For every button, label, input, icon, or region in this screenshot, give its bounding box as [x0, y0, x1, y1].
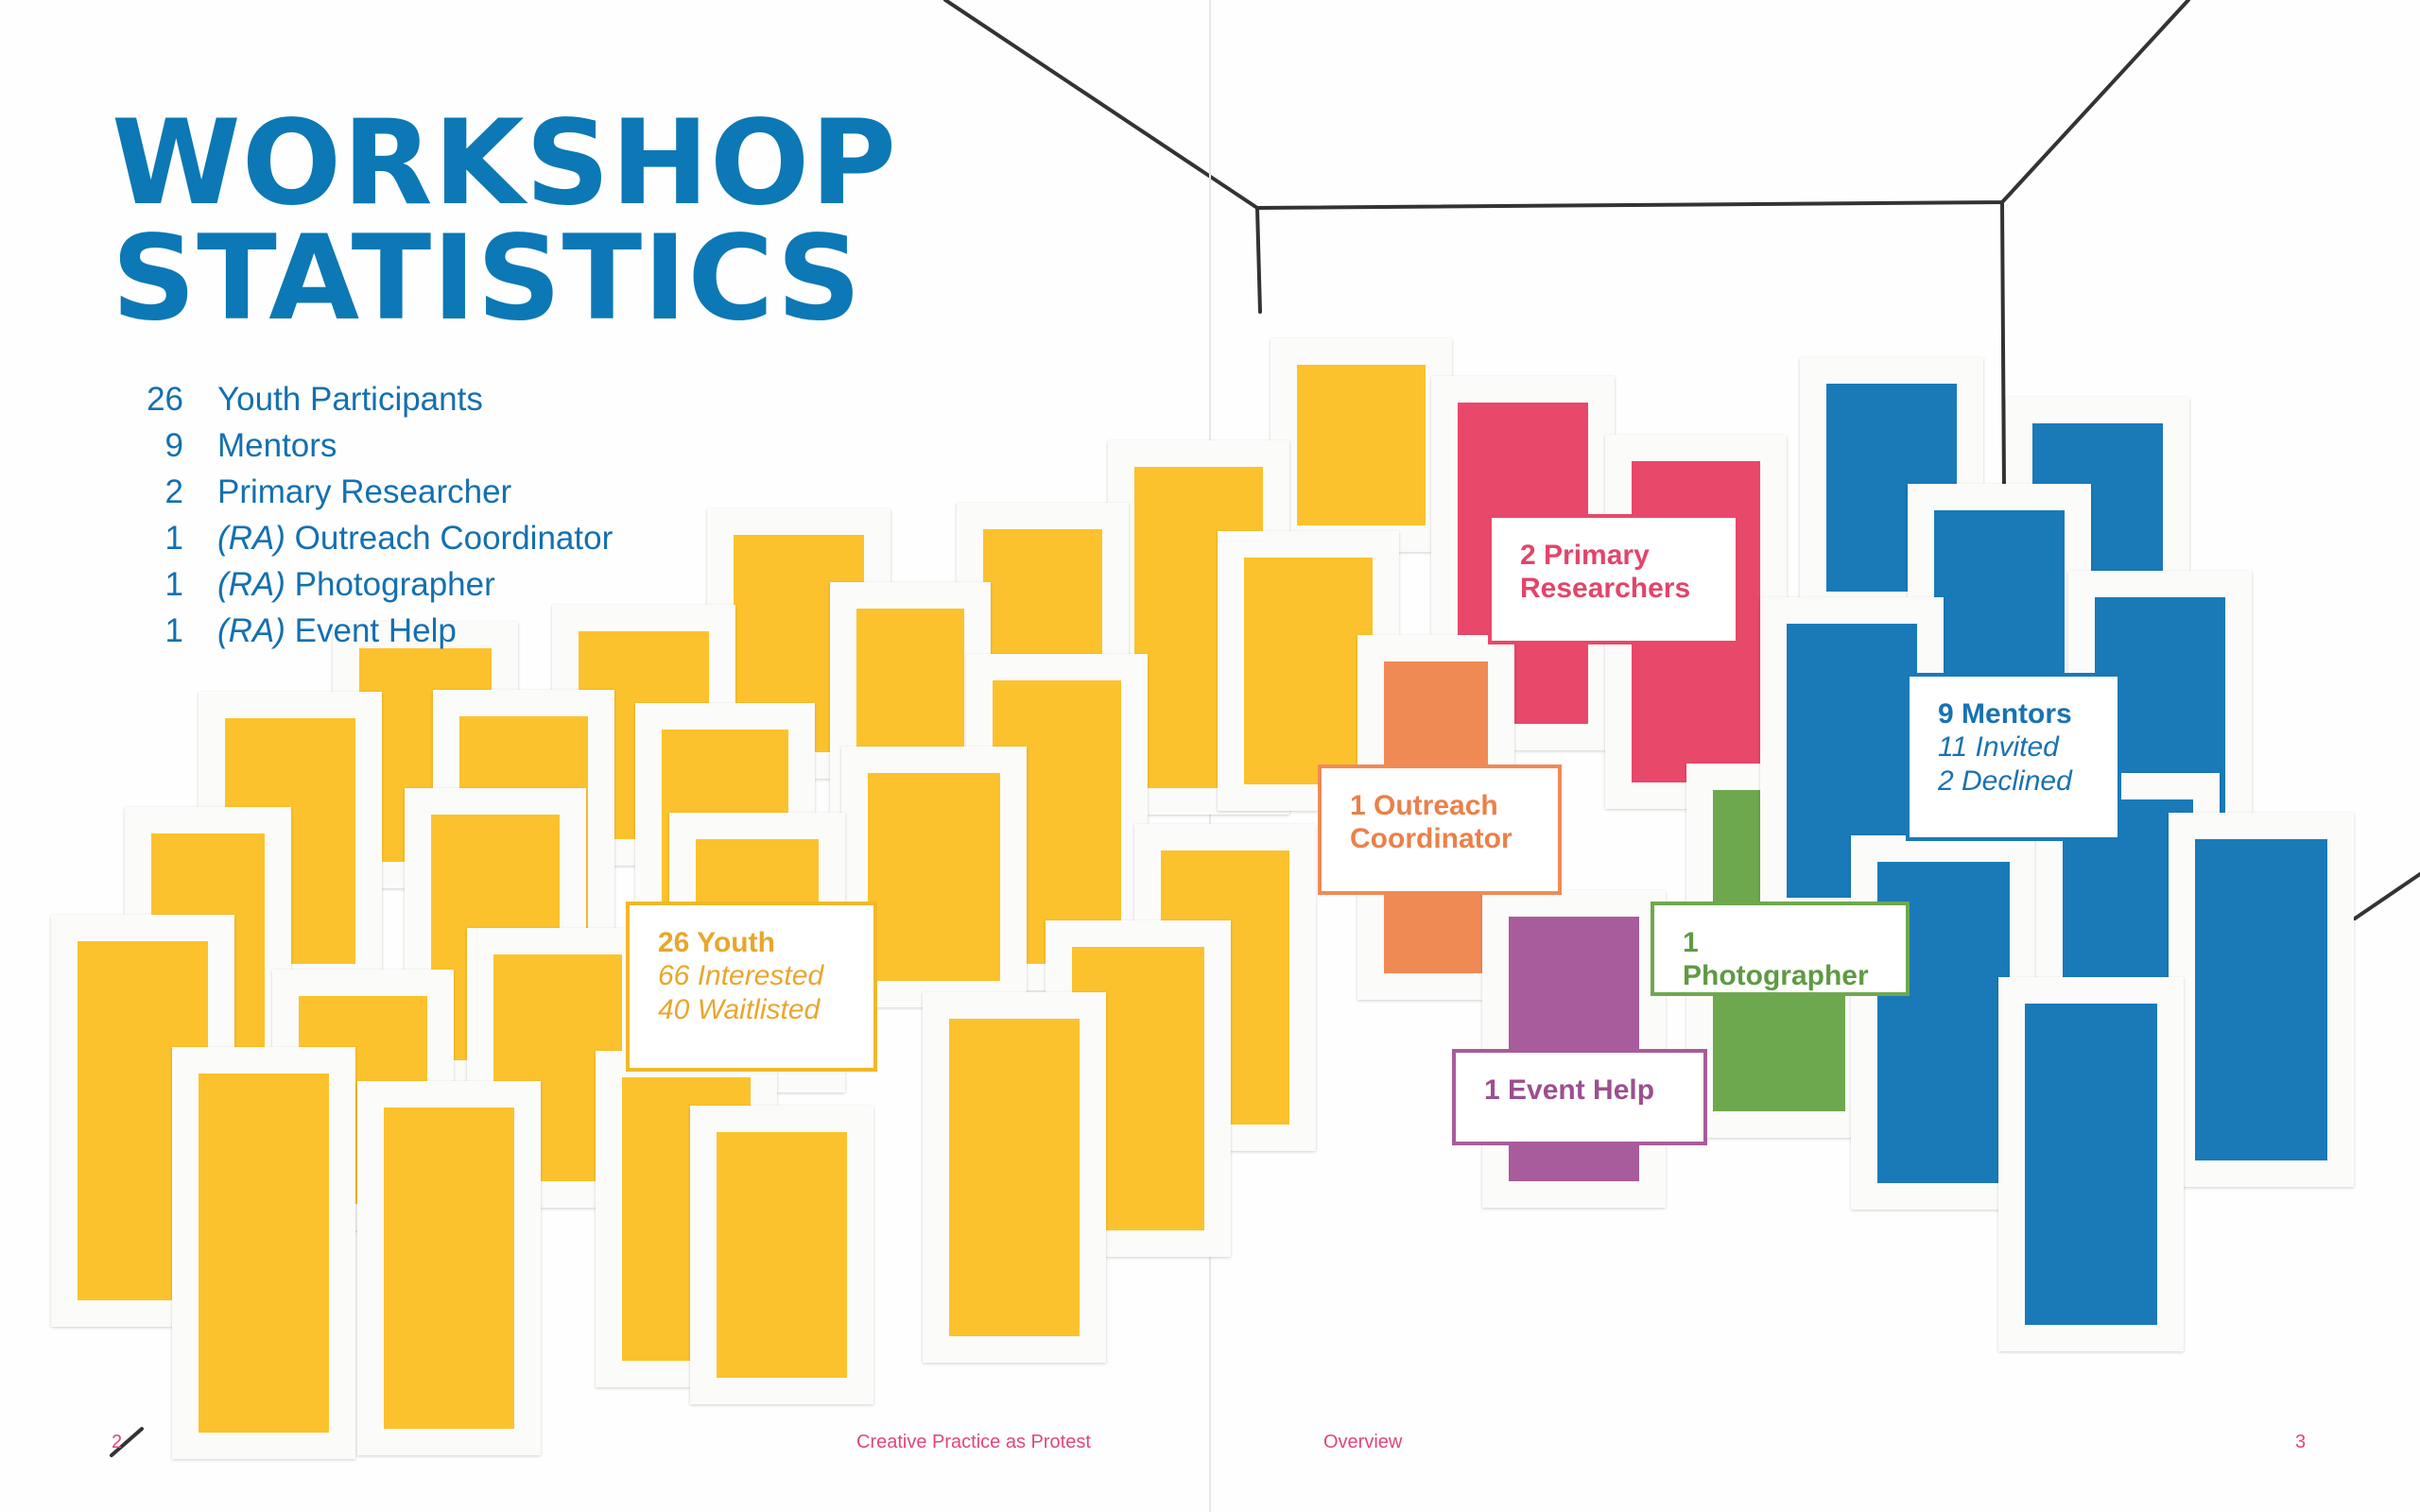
youth-label-card: 26 Youth 66 Interested 40 Waitlisted: [626, 902, 877, 1072]
yellow-paper-scrap: [172, 1047, 355, 1459]
right-page-number: 3: [2295, 1432, 2307, 1452]
yellow-person-chip: [384, 1108, 514, 1429]
yellow-person-chip: [717, 1132, 847, 1378]
mentors-label-card: 9 Mentors 11 Invited 2 Declined: [1906, 673, 2121, 841]
yellow-paper-scrap: [1270, 338, 1452, 552]
stat-row: 2 Primary Researcher: [132, 469, 613, 515]
floor-right-line: [2353, 872, 2420, 920]
mentors-invited: 11 Invited: [1938, 731, 2059, 763]
back-wall-left-edge: [1255, 206, 1262, 314]
stat-label: Primary Researcher: [217, 473, 512, 510]
page-title: WORKSHOP STATISTICS: [112, 95, 898, 347]
photographer-label-card: 1 Photographer: [1651, 902, 1910, 996]
stat-row: 1 (RA) Outreach Coordinator: [132, 515, 614, 561]
yellow-paper-scrap: [357, 1081, 541, 1455]
yellow-paper-scrap: [690, 1106, 873, 1404]
outreach-label-card: 1 Outreach Coordinator: [1318, 765, 1562, 895]
stat-number: 26: [147, 381, 183, 418]
mentors-declined: 2 Declined: [1938, 765, 2072, 797]
stat-number: 2: [164, 473, 183, 510]
stat-ra-tag: (RA): [217, 566, 285, 603]
right-running-section: Overview: [1323, 1432, 1403, 1452]
stat-ra-tag: (RA): [217, 612, 285, 649]
stat-ra-tag: (RA): [217, 520, 285, 557]
stat-number: 9: [164, 427, 183, 464]
left-running-title: Creative Practice as Protest: [856, 1432, 1091, 1452]
youth-waitlisted: 40 Waitlisted: [658, 994, 821, 1025]
youth-interested: 66 Interested: [658, 960, 824, 991]
yellow-person-chip: [1297, 365, 1426, 525]
outreach-line-1: 1 Outreach: [1350, 790, 1498, 821]
blue-person-chip: [2025, 1004, 2157, 1325]
yellow-paper-scrap: [923, 992, 1106, 1363]
stat-row: 26 Youth Participants: [132, 376, 613, 422]
yellow-person-chip: [868, 773, 1000, 981]
researchers-line-2: Researchers: [1520, 573, 1691, 604]
ceiling-lines: [943, 0, 2190, 210]
stat-row: 9 Mentors: [132, 422, 613, 469]
stat-label: Photographer: [285, 566, 495, 603]
stat-label: Mentors: [217, 427, 337, 464]
blue-person-chip: [2195, 839, 2327, 1160]
blue-paper-scrap: [1998, 977, 2184, 1351]
stat-row: 1 (RA) Event Help: [132, 608, 613, 654]
back-wall-right-edge: [2000, 200, 2006, 493]
blue-paper-scrap: [2169, 813, 2354, 1187]
photographer-count: 1 Photographer: [1683, 927, 1869, 991]
stats-list: 26 Youth Participants 9 Mentors 2 Primary R…: [132, 376, 613, 654]
stat-number: 1: [164, 612, 183, 649]
youth-count: 26 Youth: [658, 927, 775, 958]
yellow-person-chip: [949, 1019, 1080, 1336]
title-line-2: STATISTICS: [112, 211, 862, 347]
title-line-1: WORKSHOP: [112, 95, 898, 232]
event-help-label-card: 1 Event Help: [1452, 1049, 1707, 1145]
stat-label: Event Help: [285, 612, 457, 649]
mentors-count: 9 Mentors: [1938, 698, 2072, 730]
yellow-person-chip: [1244, 558, 1373, 784]
stat-label: Outreach Coordinator: [285, 520, 614, 557]
researchers-label-card: 2 Primary Researchers: [1488, 514, 1739, 644]
researchers-line-1: 2 Primary: [1520, 540, 1650, 571]
stat-number: 1: [164, 566, 183, 603]
left-page-number: 2: [112, 1432, 123, 1452]
stat-row: 1 (RA) Photographer: [132, 561, 613, 608]
stat-label: Youth Participants: [217, 381, 483, 418]
event-help-count: 1 Event Help: [1484, 1074, 1655, 1106]
floor-left-line: [110, 1427, 144, 1457]
stat-number: 1: [164, 520, 183, 557]
outreach-line-2: Coordinator: [1350, 823, 1512, 854]
yellow-person-chip: [199, 1074, 329, 1433]
